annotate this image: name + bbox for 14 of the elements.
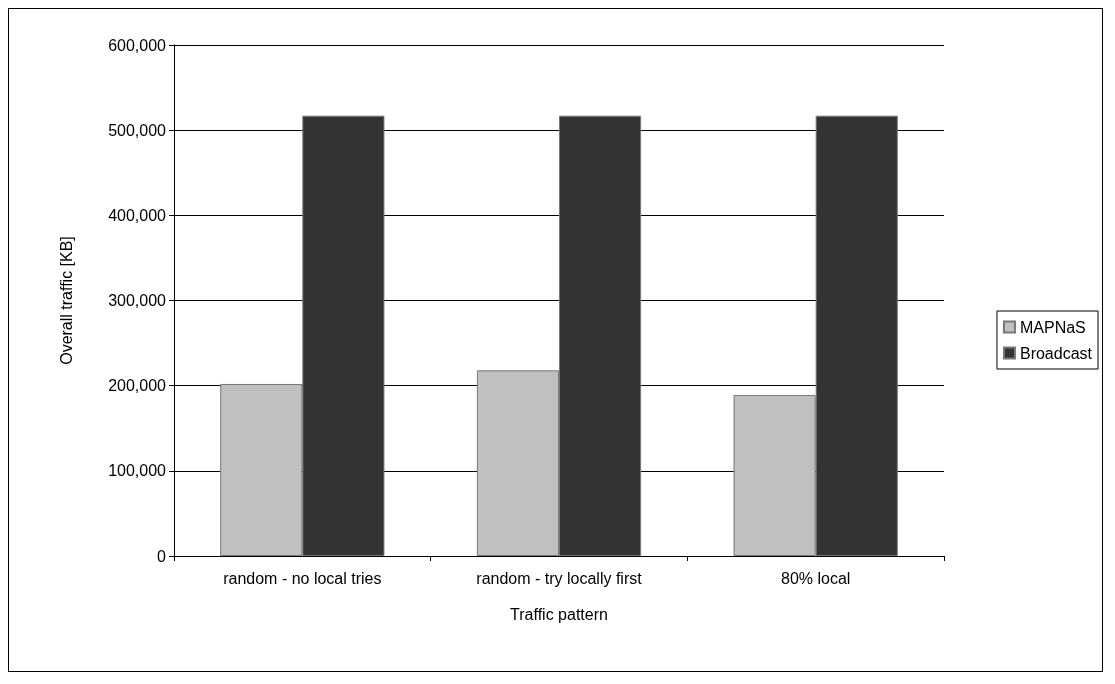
x-tick-label: random - no local tries bbox=[223, 569, 382, 587]
y-tick-label: 500,000 bbox=[108, 121, 167, 139]
legend-label: Broadcast bbox=[1019, 344, 1093, 362]
y-tick-label: 0 bbox=[157, 547, 167, 565]
y-tick-label: 400,000 bbox=[108, 206, 167, 224]
legend-label: MAPNaS bbox=[1019, 318, 1086, 336]
y-tick-label: 200,000 bbox=[108, 377, 167, 395]
x-tick-label: 80% local bbox=[780, 569, 851, 587]
x-tick-label: random - try locally first bbox=[476, 569, 643, 587]
y-tick-label: 100,000 bbox=[108, 462, 167, 480]
y-tick-label: 300,000 bbox=[108, 292, 167, 309]
y-tick-label: 600,000 bbox=[108, 36, 167, 54]
y-axis-title: Overall traffic [KB] bbox=[57, 236, 75, 365]
x-axis-title: Traffic pattern bbox=[510, 605, 608, 623]
